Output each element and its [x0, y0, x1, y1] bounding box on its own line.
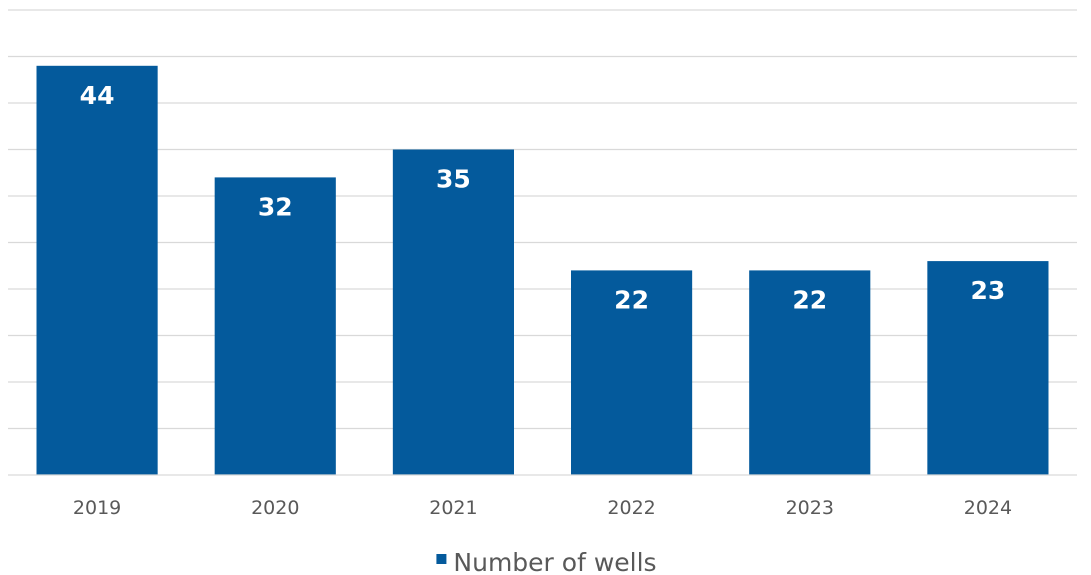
gridlines	[8, 9, 1077, 430]
bar-2019	[36, 65, 158, 476]
x-tick-label-2022: 2022	[607, 497, 655, 519]
bar-2022	[571, 270, 693, 475]
bar-2021	[392, 149, 514, 475]
legend: Number of wells	[436, 548, 657, 575]
legend-label: Number of wells	[453, 548, 656, 575]
bar-data-labels: 44 32 35 22 22 23	[80, 81, 1006, 315]
data-label-2024: 23	[971, 276, 1006, 305]
x-tick-label-2019: 2019	[73, 497, 121, 519]
x-tick-label-2020: 2020	[251, 497, 299, 519]
x-axis-tick-labels: 2019 2020 2021 2022 2023 2024	[73, 497, 1012, 519]
data-label-2022: 22	[614, 285, 649, 314]
bars	[36, 65, 1049, 476]
bar-2020	[214, 177, 336, 475]
data-label-2019: 44	[80, 81, 115, 110]
x-tick-label-2023: 2023	[786, 497, 834, 519]
legend-swatch	[436, 554, 447, 564]
data-label-2020: 32	[258, 192, 293, 221]
bar-2024	[927, 261, 1049, 475]
bar-2023	[749, 270, 871, 475]
data-label-2021: 35	[436, 165, 471, 194]
data-label-2023: 22	[792, 285, 827, 314]
x-tick-label-2024: 2024	[964, 497, 1012, 519]
x-tick-label-2021: 2021	[429, 497, 477, 519]
